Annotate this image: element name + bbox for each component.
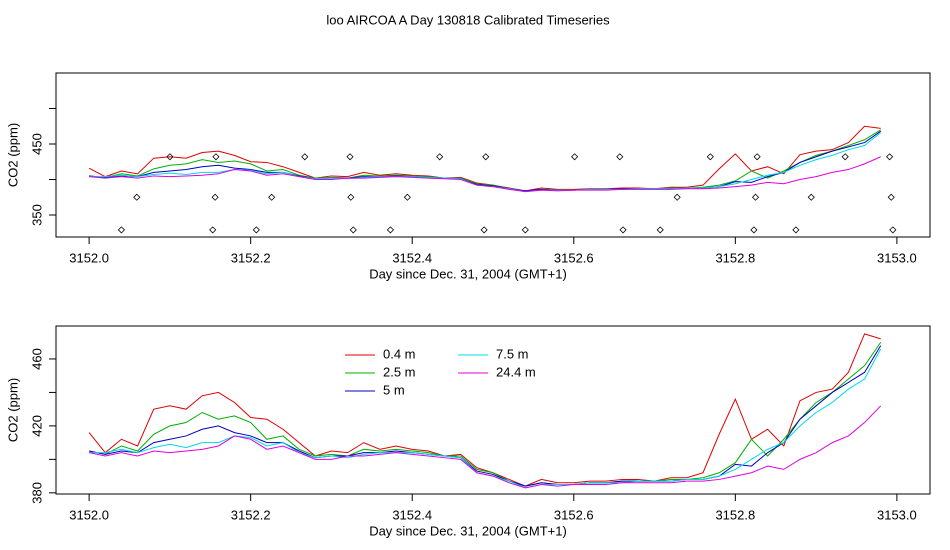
- point-marker: [268, 193, 276, 201]
- point-marker: [403, 193, 411, 201]
- series-line: [89, 156, 881, 193]
- x-tick-label: 3152.0: [69, 507, 109, 522]
- series-line: [89, 341, 882, 487]
- point-marker: [301, 153, 309, 161]
- point-marker: [673, 193, 681, 201]
- series-line: [88, 333, 881, 487]
- point-marker: [347, 193, 355, 201]
- point-marker: [887, 193, 895, 201]
- x-tick-label: 3152.4: [392, 507, 432, 522]
- legend-label: 7.5 m: [496, 346, 529, 361]
- legend: 0.4 m 2.5 m 5 m 7.5 m 24.4 m: [345, 346, 536, 397]
- y-tick-label: 350: [29, 204, 44, 226]
- point-marker: [889, 226, 897, 234]
- x-axis-label: Day since Dec. 31, 2004 (GMT+1): [369, 266, 567, 281]
- point-marker: [346, 153, 354, 161]
- point-marker: [480, 226, 488, 234]
- x-axis-label: Day since Dec. 31, 2004 (GMT+1): [369, 523, 567, 538]
- point-marker: [117, 226, 125, 234]
- point-marker: [753, 153, 761, 161]
- chart-title: loo AIRCOA A Day 130818 Calibrated Times…: [326, 12, 610, 27]
- y-tick-label: 450: [29, 133, 44, 155]
- point-marker: [841, 153, 849, 161]
- point-marker: [571, 153, 579, 161]
- plot-frame: [55, 72, 931, 238]
- x-tick-label: 3152.8: [715, 507, 755, 522]
- legend-label: 24.4 m: [496, 364, 536, 379]
- y-axis-label: CO2 (ppm): [5, 378, 20, 442]
- x-tick-label: 3153.0: [877, 250, 917, 265]
- x-tick-label: 3152.4: [392, 250, 432, 265]
- point-marker: [133, 193, 141, 201]
- x-tick-label: 3152.2: [231, 250, 271, 265]
- y-tick-label: 380: [29, 482, 44, 504]
- plot-frame: [55, 325, 931, 495]
- point-marker: [349, 226, 357, 234]
- x-tick-label: 3152.2: [231, 507, 271, 522]
- point-marker: [619, 226, 627, 234]
- point-marker: [209, 226, 217, 234]
- y-tick-label: 460: [29, 348, 44, 370]
- legend-label: 5 m: [383, 382, 405, 397]
- point-marker: [750, 226, 758, 234]
- series-line: [89, 405, 882, 489]
- point-marker: [386, 226, 394, 234]
- x-tick-label: 3152.6: [554, 250, 594, 265]
- series-line: [89, 132, 882, 193]
- x-tick-label: 3153.0: [877, 507, 917, 522]
- point-marker: [521, 226, 529, 234]
- point-marker: [886, 153, 894, 161]
- y-tick-label: 420: [29, 415, 44, 437]
- point-marker: [656, 226, 664, 234]
- point-marker: [616, 153, 624, 161]
- point-marker: [252, 226, 260, 234]
- point-marker: [807, 193, 815, 201]
- series-line: [89, 345, 882, 487]
- point-marker: [706, 153, 714, 161]
- series-line: [89, 130, 882, 192]
- point-marker: [212, 153, 220, 161]
- point-marker: [166, 153, 174, 161]
- x-tick-label: 3152.8: [715, 250, 755, 265]
- y-axis-label: CO2 (ppm): [5, 123, 20, 187]
- x-tick-label: 3152.0: [69, 250, 109, 265]
- series-line: [89, 129, 881, 192]
- series-line: [89, 348, 882, 489]
- legend-label: 2.5 m: [383, 364, 416, 379]
- point-marker: [211, 193, 219, 201]
- legend-label: 0.4 m: [383, 346, 416, 361]
- point-marker: [792, 226, 800, 234]
- point-marker: [751, 193, 760, 201]
- point-marker: [436, 153, 444, 161]
- point-marker: [482, 153, 490, 161]
- x-tick-label: 3152.6: [554, 507, 594, 522]
